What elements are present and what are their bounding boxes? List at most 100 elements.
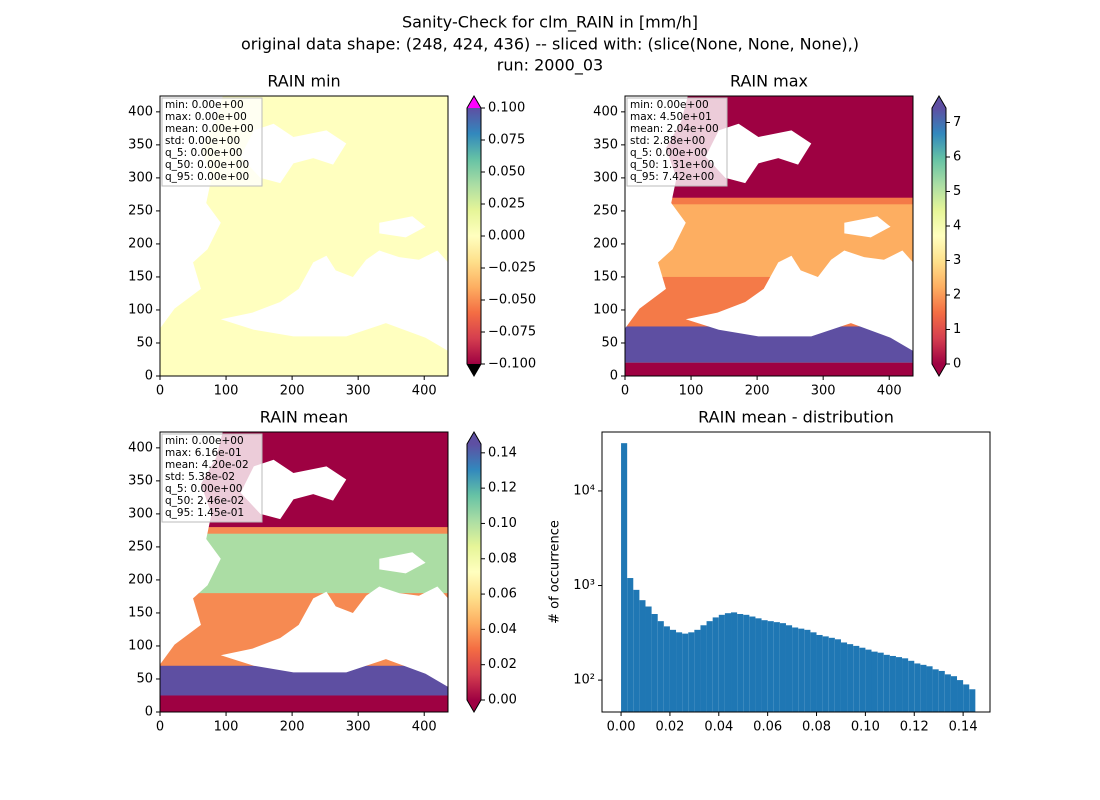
- colorbar-tick-label: 0.025: [488, 197, 525, 212]
- y-tick-label: 300: [128, 506, 153, 521]
- hist-bar: [700, 625, 707, 712]
- sea: [240, 123, 347, 184]
- stats-line: max: 4.50e+01: [630, 111, 712, 123]
- hist-bar: [785, 625, 793, 712]
- colorbar-tick-label: 0.04: [488, 622, 517, 637]
- stats-line: std: 5.38e-02: [165, 471, 235, 483]
- y-tick-label: 10⁴: [573, 483, 595, 498]
- land-field: [625, 362, 913, 376]
- colorbar-tick-label: −0.075: [488, 325, 536, 340]
- suptitle-line: Sanity-Check for clm_RAIN in [mm/h]: [402, 13, 698, 33]
- colorbar-tick-label: 0.100: [488, 101, 525, 116]
- axes-frame: [601, 431, 991, 713]
- colorbar-tick-label: 0: [953, 357, 961, 372]
- hist-bar: [822, 636, 829, 712]
- y-tick-label: 0: [145, 705, 153, 720]
- hist-bar: [743, 614, 750, 712]
- stats-line: q_50: 2.46e-02: [165, 495, 244, 507]
- x-tick-label: 0.12: [900, 720, 929, 735]
- hist-bar: [963, 684, 970, 712]
- colorbar-over: [932, 96, 946, 108]
- hist-bar: [950, 676, 958, 712]
- hist-bar: [737, 613, 744, 712]
- hist-bar: [627, 578, 634, 712]
- stats-line: max: 6.16e-01: [165, 447, 242, 459]
- colorbar-tick-label: 2: [953, 287, 961, 302]
- y-tick-label: 350: [128, 137, 153, 152]
- hist-bar: [712, 617, 719, 712]
- stats-line: min: 0.00e+00: [165, 435, 244, 447]
- colorbar-over: [467, 432, 481, 444]
- y-tick-label: 150: [128, 605, 153, 620]
- x-tick-label: 300: [346, 720, 371, 735]
- hist-bar: [847, 644, 854, 712]
- colorbar-tick-label: 0.12: [488, 481, 517, 496]
- hist-bar: [773, 622, 780, 712]
- hist-bar: [914, 663, 921, 712]
- axes-title: RAIN mean - distribution: [698, 408, 894, 427]
- stats-line: q_50: 0.00e+00: [165, 159, 249, 171]
- y-tick-label: 50: [136, 671, 153, 686]
- sea: [685, 250, 913, 351]
- y-tick-label: 300: [593, 170, 618, 185]
- hist-bar: [798, 628, 805, 712]
- y-tick-label: 50: [136, 335, 153, 350]
- suptitle-line: original data shape: (248, 424, 436) -- …: [241, 35, 859, 54]
- colorbar-tick-label: −0.100: [488, 357, 536, 372]
- hist-bar: [688, 632, 695, 712]
- x-tick-label: 0: [156, 720, 164, 735]
- stats-box: [161, 433, 263, 523]
- stats-line: mean: 4.20e-02: [165, 459, 249, 471]
- y-tick-label: 100: [128, 302, 153, 317]
- x-tick-label: 100: [214, 720, 239, 735]
- y-tick-label: 10³: [573, 578, 595, 593]
- x-tick-label: 400: [412, 720, 437, 735]
- hist-bar: [682, 633, 689, 712]
- hist-bar: [694, 629, 701, 712]
- hist-bar: [676, 632, 683, 712]
- hist-bar: [932, 669, 939, 712]
- x-tick-label: 0.10: [851, 720, 880, 735]
- stats-box: [161, 97, 263, 187]
- stats-box: [626, 97, 728, 187]
- hist-bar: [663, 626, 670, 712]
- hist-bar: [731, 612, 738, 712]
- colorbar-tick-label: 5: [953, 184, 961, 199]
- y-tick-label: 200: [593, 236, 618, 251]
- colorbar-tick-label: 7: [953, 115, 961, 130]
- hist-bar: [902, 658, 909, 712]
- colorbar-tick-label: −0.025: [488, 261, 536, 276]
- hist-bar: [810, 632, 817, 712]
- hist-bar: [755, 618, 762, 712]
- y-tick-label: 10²: [573, 673, 595, 688]
- colorbar: [467, 108, 481, 364]
- x-tick-label: 0.04: [704, 720, 733, 735]
- stats-line: max: 0.00e+00: [165, 111, 247, 123]
- stats-line: min: 0.00e+00: [630, 99, 709, 111]
- hist-bar: [621, 443, 628, 712]
- stats-line: mean: 2.04e+00: [630, 123, 719, 135]
- y-tick-label: 0: [610, 369, 618, 384]
- hist-bar: [828, 637, 835, 712]
- hist-bar: [792, 627, 799, 712]
- colorbar-tick-label: 6: [953, 149, 961, 164]
- sea: [705, 123, 812, 184]
- hist-bar: [840, 642, 848, 712]
- colorbar-under: [467, 700, 481, 712]
- colorbar: [467, 444, 481, 700]
- axes-title: RAIN max: [730, 72, 808, 91]
- hist-bar: [889, 655, 896, 712]
- hist-bar: [859, 647, 866, 712]
- hist-bar: [651, 613, 658, 712]
- axes-frame: [159, 95, 449, 377]
- y-tick-label: 100: [593, 302, 618, 317]
- colorbar-tick-label: 0.000: [488, 229, 525, 244]
- hist-bar: [645, 606, 652, 712]
- hist-bar: [779, 623, 786, 712]
- x-tick-label: 400: [412, 384, 437, 399]
- hist-bar: [926, 666, 933, 712]
- x-tick-label: 300: [811, 384, 836, 399]
- hist-bar: [804, 629, 811, 712]
- axes-title: RAIN mean: [260, 408, 349, 427]
